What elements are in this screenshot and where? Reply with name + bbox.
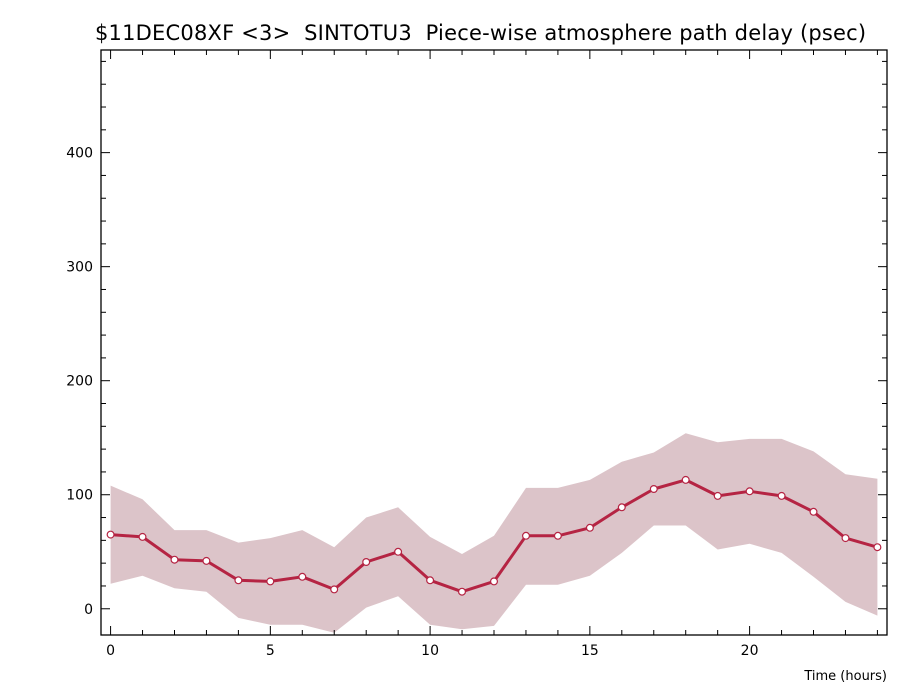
data-point [681,475,690,484]
uncertainty-band [110,433,878,633]
data-point [234,576,243,585]
data-point [490,577,499,586]
data-point [106,530,115,539]
data-point [745,487,754,496]
data-point [617,503,626,512]
x-axis-label: Time (hours) [803,669,887,684]
y-tick-label: 300 [66,260,93,276]
data-point [458,587,467,596]
data-point [266,577,275,586]
y-tick-label: 0 [84,602,93,618]
y-tick-label: 400 [66,146,93,162]
data-point [873,543,882,552]
uncertainty-band-layer [110,433,878,633]
data-point [649,485,658,494]
data-point [362,557,371,566]
data-point [841,534,850,543]
data-point [777,491,786,500]
y-tick-label: 200 [66,374,93,390]
data-point-layer [106,475,882,596]
data-point [298,572,307,581]
axis-ticks [101,50,887,635]
x-tick-label: 0 [106,643,115,659]
data-point [138,532,147,541]
x-tick-label: 10 [421,643,439,659]
y-tick-label: 100 [66,488,93,504]
x-tick-label: 5 [266,643,275,659]
x-tick-label: 15 [581,643,599,659]
data-point [553,531,562,540]
data-point [330,585,339,594]
data-point [809,507,818,516]
x-tick-label: 20 [741,643,759,659]
data-point [713,491,722,500]
chart-title: $11DEC08XF <3> SINTOTU3 Piece-wise atmos… [95,21,867,45]
data-point [170,555,179,564]
data-point [521,531,530,540]
data-point [585,523,594,532]
data-point [202,556,211,565]
data-point [426,576,435,585]
data-point [394,547,403,556]
